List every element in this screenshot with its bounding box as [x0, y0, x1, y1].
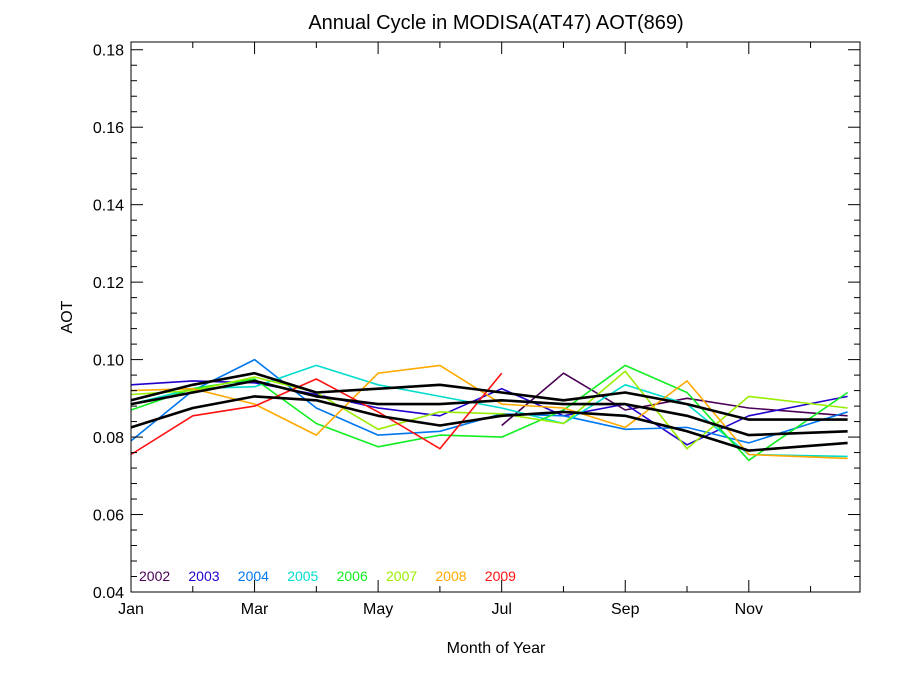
y-tick-label: 0.08 — [93, 430, 124, 447]
plot-lines — [130, 358, 849, 462]
legend-entry-2003: 2003 — [188, 568, 219, 584]
y-tick-label: 0.16 — [93, 120, 124, 137]
series-line-black-1 — [130, 395, 848, 452]
series-line-black-3 — [130, 379, 848, 437]
x-tick-label: Nov — [735, 601, 763, 618]
legend-entry-2004: 2004 — [238, 568, 269, 584]
legend-entry-2006: 2006 — [337, 568, 368, 584]
legend-entry-2005: 2005 — [287, 568, 318, 584]
x-tick-label: May — [363, 601, 393, 618]
y-axis-label: AOT — [59, 300, 76, 333]
legend-entry-2009: 2009 — [485, 568, 516, 584]
y-tick-label: 0.06 — [93, 508, 124, 525]
legend-entry-2007: 2007 — [386, 568, 417, 584]
legend: 2002 2003 2004 2005 2006 2007 2008 2009 — [139, 568, 516, 584]
y-tick-label: 0.14 — [93, 198, 124, 215]
y-tick-label: 0.18 — [93, 43, 124, 60]
axes: 0.04 0.06 0.08 0.10 0.12 0.14 0.16 0.18 Jan Mar Ma… — [93, 42, 860, 618]
series-line-2005 — [130, 364, 848, 458]
x-tick-label: Jan — [118, 601, 144, 618]
series-line-2009 — [130, 372, 503, 456]
chart-title: Annual Cycle in MODISA(AT47) AOT(869) — [308, 12, 683, 34]
series-line-2006 — [130, 364, 849, 462]
y-tick-label: 0.12 — [93, 275, 124, 292]
series-line-2004 — [130, 358, 848, 444]
series-line-2008 — [130, 364, 848, 460]
series-line-2007 — [130, 370, 848, 450]
x-axis-label: Month of Year — [447, 640, 546, 657]
legend-entry-2008: 2008 — [435, 568, 466, 584]
x-tick-label: Mar — [241, 601, 269, 618]
plot-frame — [130, 41, 861, 593]
y-tick-label: 0.10 — [93, 353, 124, 370]
x-tick-label: Jul — [491, 601, 511, 618]
series-line-black-2 — [130, 371, 848, 421]
legend-entry-2002: 2002 — [139, 568, 170, 584]
x-tick-label: Sep — [611, 601, 640, 618]
y-tick-label: 0.04 — [93, 585, 124, 602]
